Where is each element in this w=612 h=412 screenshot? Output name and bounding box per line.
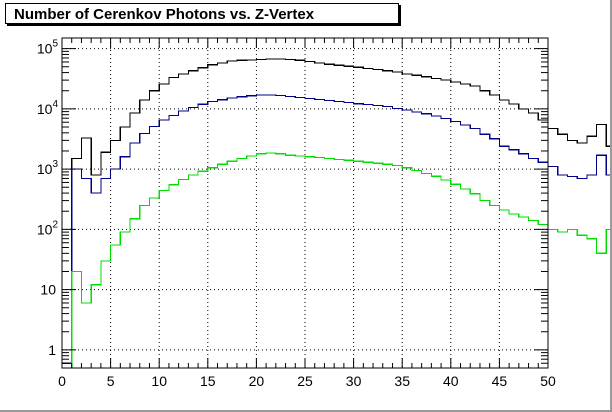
x-tick-label: 0 (58, 373, 66, 389)
x-tick-label: 20 (249, 373, 265, 389)
x-tick-label: 50 (540, 373, 556, 389)
y-tick-label: 103 (37, 159, 59, 177)
x-tick-label: 15 (200, 373, 216, 389)
x-tick-label: 45 (492, 373, 508, 389)
y-tick-label: 105 (37, 39, 59, 57)
plot-frame-bg (62, 38, 548, 368)
x-tick-label: 5 (107, 373, 115, 389)
x-tick-label: 25 (297, 373, 313, 389)
chart-title: Number of Cerenkov Photons vs. Z-Vertex (5, 3, 399, 24)
x-tick-label: 35 (394, 373, 410, 389)
y-tick-label: 104 (37, 99, 59, 117)
y-tick-label: 10 (40, 282, 56, 298)
x-tick-label: 10 (151, 373, 167, 389)
x-tick-label: 40 (443, 373, 459, 389)
y-tick-label: 102 (37, 219, 59, 237)
x-tick-label: 30 (346, 373, 362, 389)
y-tick-label: 1 (48, 342, 56, 358)
